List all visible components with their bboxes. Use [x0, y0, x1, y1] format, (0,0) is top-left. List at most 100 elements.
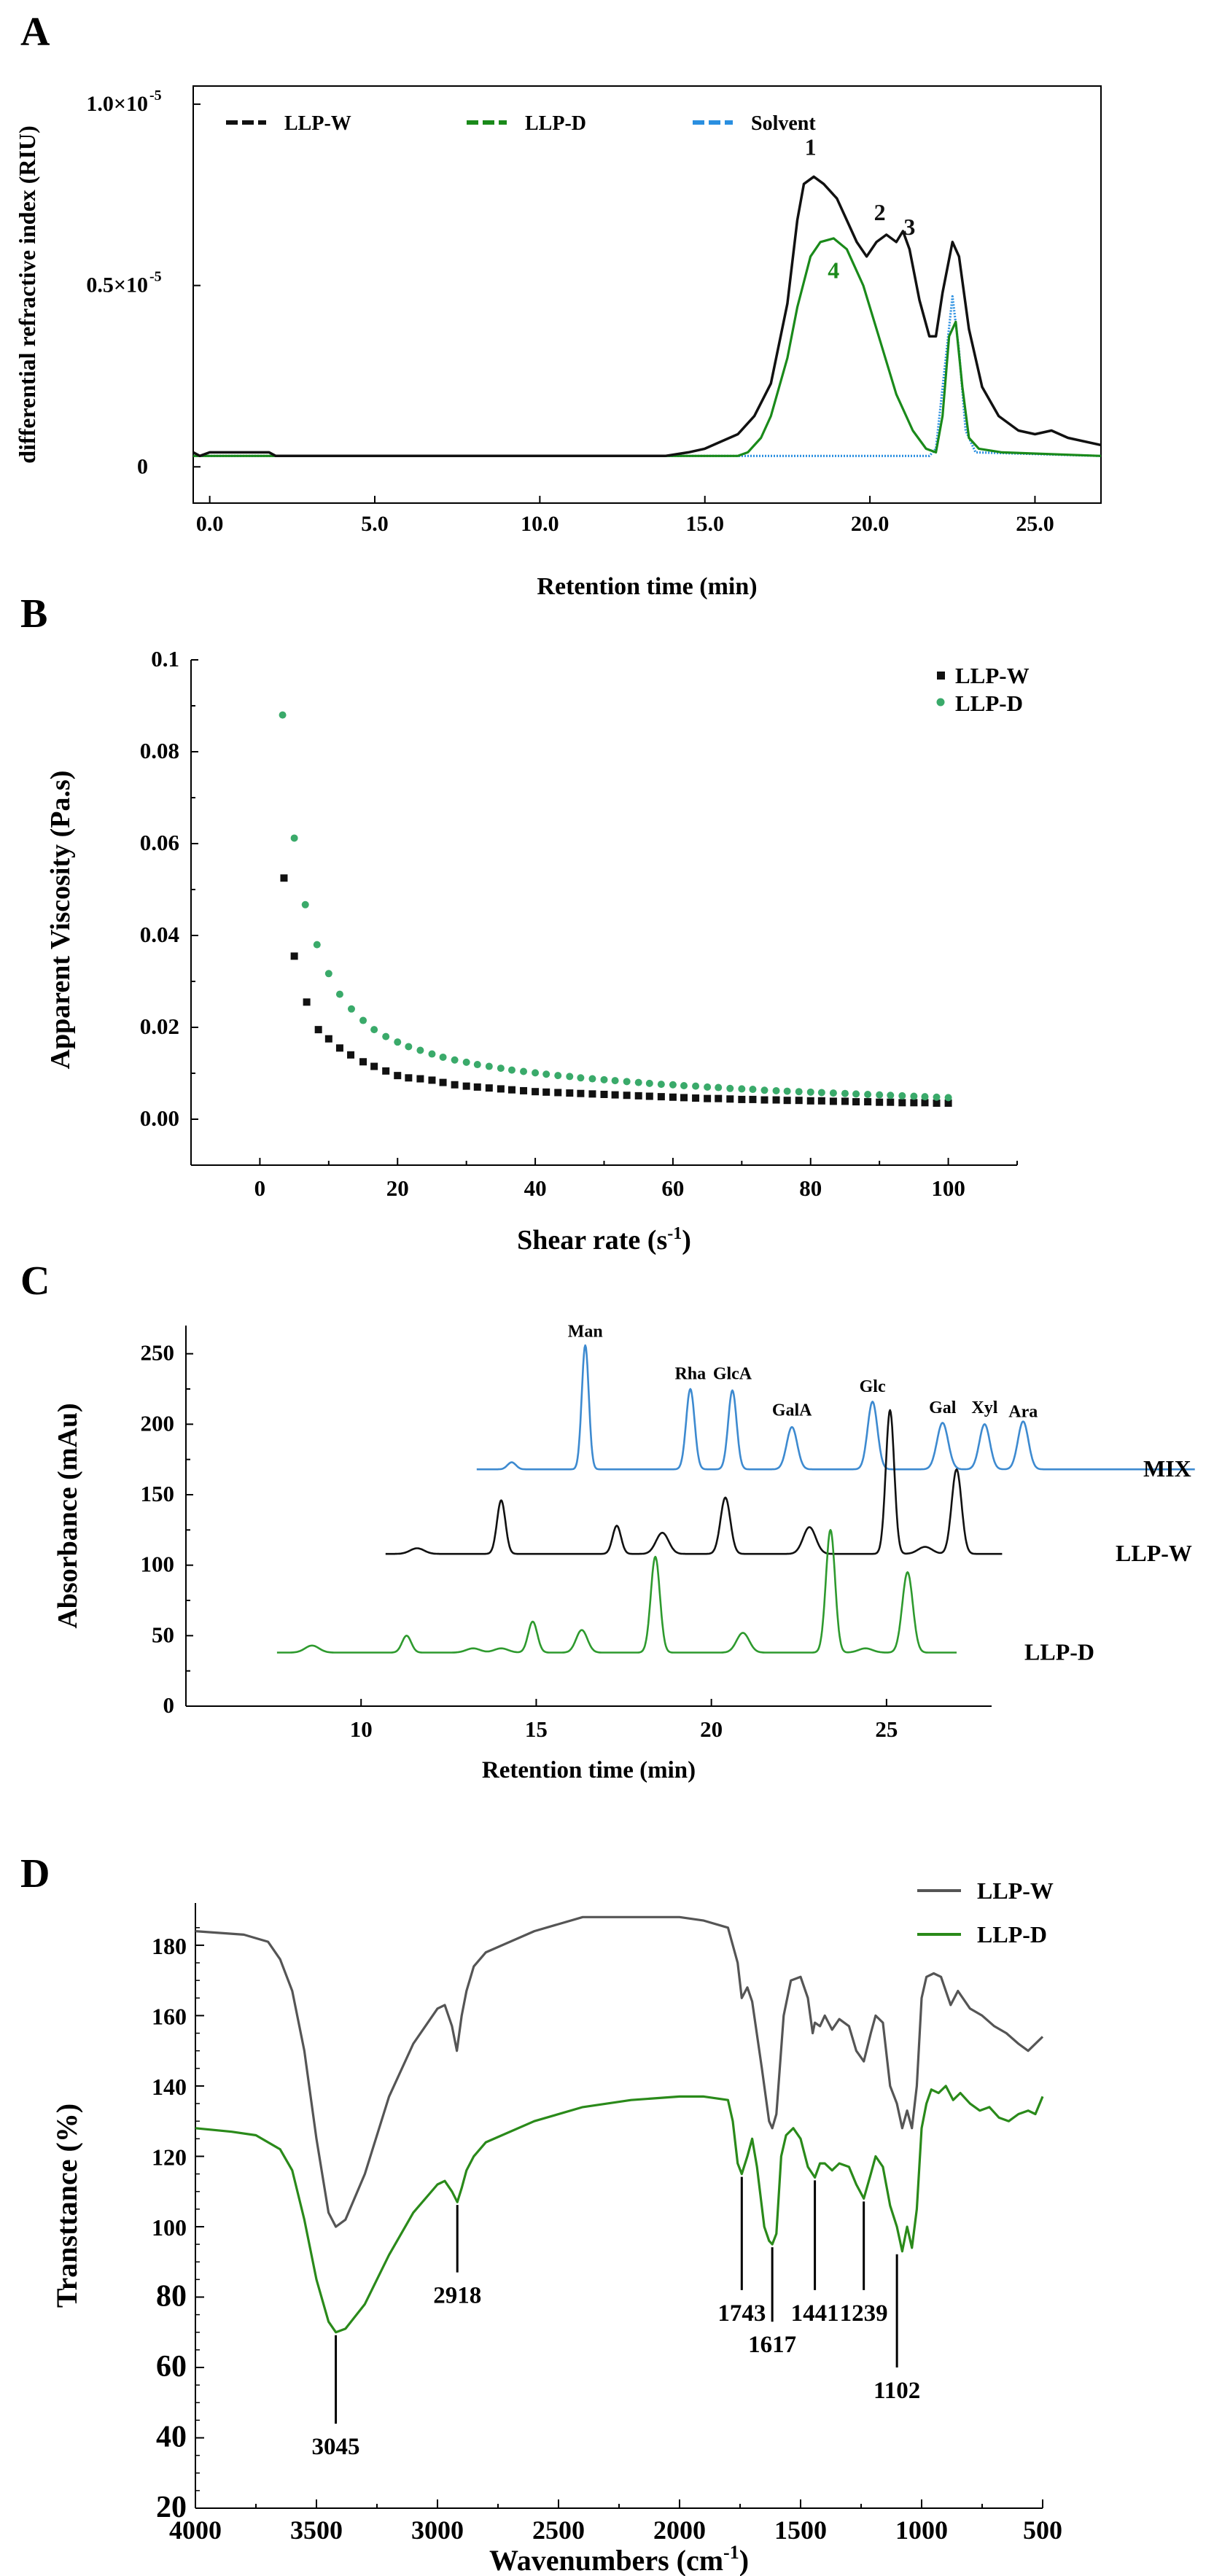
plot-frame — [192, 85, 1102, 504]
data-point — [359, 1016, 367, 1024]
data-point — [852, 1090, 860, 1098]
y-tick-label: 140 — [152, 2074, 187, 2100]
y-axis-label: differential refractive index (RIU) — [14, 125, 40, 464]
data-point — [634, 1092, 642, 1100]
data-point — [324, 970, 332, 978]
data-point — [290, 834, 298, 842]
data-point — [382, 1067, 390, 1075]
y-tick-label: 160 — [152, 2003, 187, 2029]
data-point — [623, 1092, 631, 1100]
data-point — [933, 1099, 941, 1107]
data-point — [462, 1058, 470, 1066]
data-point — [439, 1078, 447, 1086]
data-point — [749, 1095, 757, 1103]
data-point — [806, 1088, 814, 1096]
data-point — [600, 1075, 608, 1083]
x-axis-label: Shear rate (s-1) — [517, 1224, 691, 1256]
x-tick-label: 0 — [254, 1175, 266, 1201]
data-point — [611, 1077, 619, 1085]
peak-label: Xyl — [971, 1398, 997, 1417]
y-tick-label: 0 — [137, 454, 148, 478]
series-llp-w — [280, 874, 952, 1107]
data-point — [910, 1092, 918, 1100]
x-tick-label: 25 — [875, 1716, 898, 1742]
x-axis-label: Retention time (min) — [482, 1757, 696, 1783]
peak-label: Rha — [674, 1364, 706, 1383]
peak-annotation: 1617 — [748, 2332, 796, 2358]
data-point — [669, 1081, 677, 1089]
x-tick-label: 60 — [661, 1175, 684, 1201]
x-axis-label: Retention time (min) — [537, 573, 757, 600]
peak-annotation: 1441 — [791, 2300, 839, 2327]
trace-label: MIX — [1143, 1455, 1191, 1482]
series-line-solvent — [193, 295, 1101, 457]
panel-label-d: D — [20, 1851, 50, 1896]
data-point — [439, 1053, 447, 1061]
series-line-mix — [476, 1344, 1195, 1471]
data-point — [542, 1088, 550, 1096]
x-tick-label: 25.0 — [1016, 512, 1054, 536]
data-point — [933, 1093, 941, 1101]
legend-marker — [936, 698, 945, 707]
data-point — [497, 1065, 505, 1073]
y-tick-label: 150 — [141, 1481, 175, 1506]
data-point — [876, 1091, 884, 1099]
data-point — [324, 1035, 332, 1043]
peak-label: Glc — [860, 1377, 886, 1396]
data-point — [600, 1090, 608, 1098]
y-tick-label: 200 — [141, 1410, 175, 1436]
data-point — [680, 1082, 688, 1090]
y-tick-label: 120 — [152, 2144, 187, 2170]
data-point — [795, 1088, 803, 1096]
data-point — [760, 1086, 769, 1094]
y-tick-label: 100 — [152, 2214, 187, 2241]
y-axis-label: Apparent Viscosity (Pa.s) — [45, 771, 76, 1070]
peak-annotation: 2918 — [433, 2283, 481, 2309]
data-point — [335, 1044, 343, 1052]
x-tick-label: 10 — [350, 1716, 373, 1742]
x-tick-label: 5.0 — [361, 512, 389, 536]
x-tick-label: 0.0 — [196, 512, 224, 536]
data-point — [738, 1095, 746, 1103]
data-point — [451, 1056, 459, 1064]
series-line-llp-d — [195, 2085, 1044, 2334]
panel-b: B 0 20 40 60 80 100 0.00 0.02 0.04 0.06 0.08 0.1 Shea… — [20, 591, 1030, 1256]
peak-annotation: 1102 — [873, 2378, 920, 2404]
data-point — [577, 1089, 585, 1097]
x-tick-label: 3500 — [290, 2515, 343, 2545]
data-point — [370, 1062, 378, 1070]
series-line-llp-w — [193, 175, 1101, 458]
series-llp-d — [279, 711, 952, 1102]
x-tick-label: 80 — [799, 1175, 822, 1201]
data-point — [876, 1098, 884, 1106]
data-point — [507, 1066, 515, 1074]
data-point — [726, 1084, 734, 1092]
series-line-llp-w — [195, 1915, 1044, 2228]
data-point — [611, 1091, 619, 1099]
data-point — [864, 1098, 872, 1106]
data-point — [405, 1074, 413, 1082]
data-point — [898, 1099, 906, 1107]
data-point — [577, 1074, 585, 1082]
data-point — [795, 1097, 803, 1105]
data-point — [692, 1094, 700, 1102]
data-point — [313, 941, 321, 949]
data-point — [841, 1097, 849, 1105]
legend-label: Solvent — [751, 112, 816, 135]
data-point — [898, 1092, 906, 1100]
data-point — [394, 1072, 402, 1080]
data-point — [829, 1089, 837, 1097]
data-point — [416, 1046, 424, 1054]
data-point — [314, 1026, 322, 1034]
y-tick-label: 0.04 — [140, 922, 179, 947]
peak-label: GlcA — [713, 1364, 752, 1383]
x-tick-label: 2000 — [653, 2515, 706, 2545]
data-point — [783, 1097, 791, 1105]
data-point — [817, 1097, 825, 1105]
legend-label: LLP-W — [955, 663, 1030, 688]
data-point — [370, 1026, 378, 1034]
data-point — [473, 1083, 481, 1091]
peak-annotation: 3045 — [312, 2434, 360, 2460]
panel-label-a: A — [20, 9, 50, 55]
trace-label: LLP-W — [1116, 1540, 1192, 1566]
